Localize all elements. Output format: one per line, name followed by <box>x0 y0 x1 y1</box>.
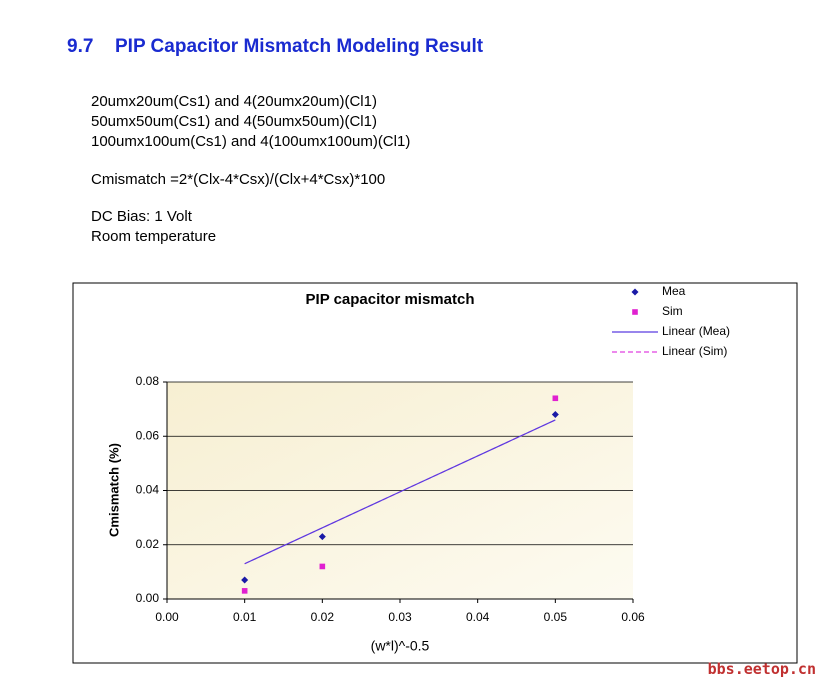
text-line: Room temperature <box>91 228 217 245</box>
trend-line <box>244 419 556 565</box>
heading: 9.7 PIP Capacitor Mismatch Modeling Resul… <box>67 36 483 58</box>
x-tick-label: 0.00 <box>155 610 179 624</box>
x-axis-label: (w*l)^-0.5 <box>371 638 430 654</box>
text-line: DC Bias: 1 Volt <box>91 208 192 225</box>
x-tick-label: 0.01 <box>233 610 257 624</box>
point <box>318 533 326 541</box>
y-axis-label: Cmismatch (%) <box>106 443 121 537</box>
heading-number: 9.7 <box>67 36 94 57</box>
point <box>241 588 248 594</box>
y-tick-label: 0.00 <box>136 591 160 605</box>
legend-swatch <box>632 309 638 315</box>
watermark: bbs.eetop.cn <box>707 660 816 678</box>
text-line: Cmismatch =2*(Clx-4*Csx)/(Clx+4*Csx)*100 <box>91 171 386 188</box>
point <box>552 395 559 402</box>
text-line: 50umx50um(Cs1) and 4(50umx50um)(Cl1) <box>91 113 377 130</box>
x-tick-label: 0.04 <box>466 610 490 624</box>
heading-text: PIP Capacitor Mismatch Modeling Result <box>115 36 484 57</box>
text-line: 100umx100um(Cs1) and 4(100umx100um)(Cl1) <box>91 133 411 150</box>
x-tick-label: 0.02 <box>311 610 335 624</box>
y-tick-label: 0.02 <box>136 537 160 551</box>
paragraph: DC Bias: 1 Volt Room temperature <box>91 207 216 247</box>
y-tick-label: 0.06 <box>136 428 160 442</box>
legend-swatch <box>631 288 639 296</box>
legend-label: Linear (Mea) <box>662 324 730 338</box>
text-line: 20umx20um(Cs1) and 4(20umx20um)(Cl1) <box>91 93 377 110</box>
legend-label: Linear (Sim) <box>662 344 727 358</box>
paragraph: 20umx20um(Cs1) and 4(20umx20um)(Cl1) 50um… <box>91 92 410 152</box>
chart-title: PIP capacitor mismatch <box>306 291 475 308</box>
y-tick-label: 0.04 <box>136 483 160 497</box>
paragraph: Cmismatch =2*(Clx-4*Csx)/(Clx+4*Csx)*100 <box>91 170 385 190</box>
x-tick-label: 0.05 <box>544 610 568 624</box>
legend-label: Sim <box>662 304 683 318</box>
y-tick-label: 0.08 <box>136 374 160 388</box>
point <box>241 576 249 584</box>
x-tick-label: 0.06 <box>621 610 645 624</box>
x-tick-label: 0.03 <box>388 610 412 624</box>
point <box>319 563 326 570</box>
legend-label: Mea <box>662 284 686 298</box>
point <box>551 411 559 419</box>
